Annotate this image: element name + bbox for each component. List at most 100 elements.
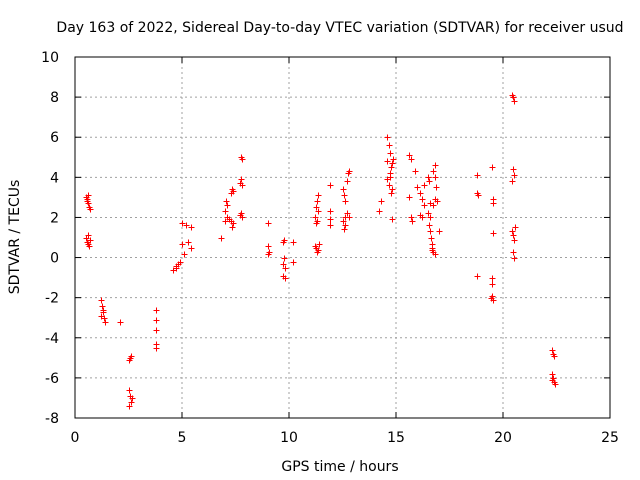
data-point-marker [474, 172, 481, 179]
data-point-marker [87, 206, 94, 213]
data-point-marker [313, 204, 320, 211]
data-point-marker [224, 202, 231, 209]
data-point-marker [389, 160, 396, 167]
data-point-marker [265, 243, 272, 250]
data-point-marker [265, 220, 272, 227]
data-point-marker [340, 186, 347, 193]
data-point-marker [510, 94, 517, 101]
x-axis-label: GPS time / hours [281, 459, 398, 475]
data-point-marker [315, 247, 322, 254]
data-point-marker [406, 194, 413, 201]
data-point-marker [222, 218, 229, 225]
data-point-marker [488, 295, 495, 302]
data-point-marker [551, 353, 558, 360]
data-point-marker [432, 162, 439, 169]
data-point-marker [341, 192, 348, 199]
data-point-marker [388, 190, 395, 197]
data-point-marker [409, 218, 416, 225]
data-point-marker [408, 156, 415, 163]
data-point-marker [316, 241, 323, 248]
data-point-marker [425, 174, 432, 181]
data-point-marker [549, 371, 556, 378]
data-point-marker [510, 166, 517, 173]
data-point-marker [429, 247, 436, 254]
data-point-marker [427, 228, 434, 235]
data-point-marker [342, 222, 349, 229]
data-point-marker [387, 174, 394, 181]
data-point-marker [342, 198, 349, 205]
data-point-marker [511, 255, 518, 262]
data-point-marker [436, 228, 443, 235]
data-point-marker [290, 259, 297, 266]
y-tick-label: -8 [45, 411, 59, 427]
data-point-marker [179, 220, 186, 227]
data-point-marker [188, 245, 195, 252]
data-point-marker [389, 186, 396, 193]
data-point-marker [238, 154, 245, 161]
data-point-marker [432, 251, 439, 258]
data-point-marker [129, 395, 136, 402]
data-point-marker [387, 150, 394, 157]
data-point-marker [509, 178, 516, 185]
y-tick-label: 2 [50, 210, 59, 226]
data-point-marker [239, 214, 246, 221]
data-point-marker [510, 249, 517, 256]
data-point-marker [327, 182, 334, 189]
x-tick-label: 15 [387, 430, 405, 446]
y-tick-label: 10 [41, 50, 59, 66]
data-point-marker [426, 178, 433, 185]
data-point-marker [419, 214, 426, 221]
data-point-marker [280, 261, 287, 268]
y-tick-label: -2 [45, 291, 59, 307]
data-point-marker [384, 158, 391, 165]
x-tick-labels: 0 5 10 15 20 25 [71, 430, 619, 446]
data-point-marker [327, 222, 334, 229]
data-point-marker [344, 178, 351, 185]
data-point-marker [222, 208, 229, 215]
data-point-marker [181, 251, 188, 258]
data-point-marker [340, 218, 347, 225]
data-point-marker [512, 224, 519, 231]
data-point-marker [102, 319, 109, 326]
data-point-marker [406, 152, 413, 159]
x-tick-label: 10 [280, 430, 298, 446]
data-point-marker [315, 208, 322, 215]
data-point-marker [100, 307, 107, 314]
data-point-marker [313, 220, 320, 227]
data-point-marker [414, 184, 421, 191]
data-point-marker [430, 168, 437, 175]
data-point-marker [509, 228, 516, 235]
grid-lines [75, 57, 610, 418]
data-point-marker [419, 196, 426, 203]
data-point-marker [173, 263, 180, 270]
data-point-marker [290, 239, 297, 246]
data-point-marker [98, 313, 105, 320]
data-point-marker [389, 216, 396, 223]
data-point-marker [128, 399, 135, 406]
data-point-marker [85, 232, 92, 239]
data-point-marker [239, 182, 246, 189]
data-point-marker [489, 281, 496, 288]
y-tick-label: 4 [50, 170, 59, 186]
data-point-marker [549, 347, 556, 354]
x-tick-label: 5 [178, 430, 187, 446]
data-point-marker [126, 403, 133, 410]
data-point-marker [128, 353, 135, 360]
data-point-marker [315, 192, 322, 199]
chart-title: Day 163 of 2022, Sidereal Day-to-day VTE… [56, 20, 623, 36]
data-point-marker [153, 327, 160, 334]
data-point-marker [388, 164, 395, 171]
data-point-marker [185, 239, 192, 246]
data-point-marker [312, 214, 319, 221]
data-point-marker [384, 134, 391, 141]
data-point-marker [390, 156, 397, 163]
data-point-marker [378, 198, 385, 205]
data-point-marker [386, 182, 393, 189]
data-point-marker [327, 208, 334, 215]
data-point-marker [475, 192, 482, 199]
data-point-marker [117, 319, 124, 326]
data-point-marker [177, 259, 184, 266]
y-tick-labels: -8 -6 -4 -2 0 2 4 6 8 10 [41, 50, 59, 427]
data-point-marker [99, 303, 106, 310]
y-tick-label: -6 [45, 371, 59, 387]
